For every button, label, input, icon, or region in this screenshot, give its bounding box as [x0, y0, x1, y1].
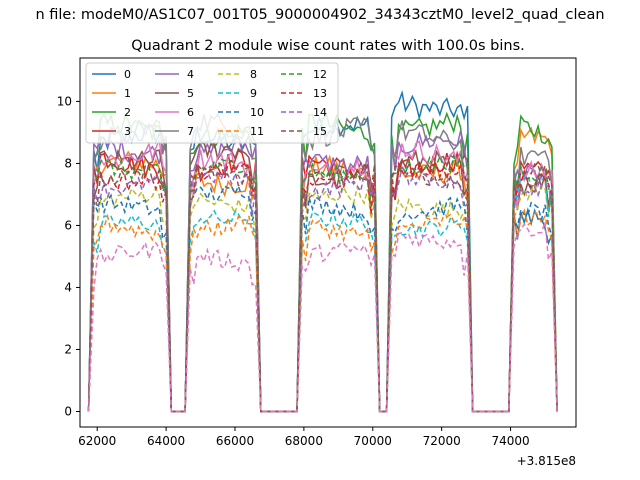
legend-label: 7	[187, 125, 194, 138]
plot-series-group	[87, 90, 558, 413]
chart-title: Quadrant 2 module wise count rates with …	[131, 38, 525, 54]
series-line-14	[87, 165, 558, 413]
series-line-10	[87, 184, 558, 413]
legend-label: 2	[124, 106, 131, 119]
x-axis-offset-label: +3.815e8	[517, 454, 576, 468]
legend-label: 10	[250, 106, 264, 119]
x-tick-label: 64000	[147, 434, 185, 448]
legend-label: 15	[313, 125, 327, 138]
series-line-6	[87, 137, 558, 413]
legend-label: 13	[313, 87, 327, 100]
legend-label: 14	[313, 106, 327, 119]
y-tick-label: 6	[64, 218, 72, 232]
series-line-15	[87, 162, 558, 413]
y-tick-label: 2	[64, 342, 72, 356]
y-tick-label: 10	[57, 94, 72, 108]
x-tick-label: 70000	[354, 434, 392, 448]
legend-label: 6	[187, 106, 194, 119]
series-line-11	[87, 208, 558, 413]
series-line-unlabeled	[87, 221, 558, 413]
y-tick-label: 8	[64, 156, 72, 170]
plot-frame	[79, 57, 577, 428]
x-tick-label: 72000	[423, 434, 461, 448]
x-axis: 62000 64000 66000 68000 70000 72000 74000	[78, 427, 530, 448]
legend-label: 1	[124, 87, 131, 100]
legend-label: 5	[187, 87, 194, 100]
y-axis: 0 2 4 6 8 10	[57, 94, 80, 418]
legend-label: 3	[124, 125, 131, 138]
legend-label: 12	[313, 68, 327, 81]
y-tick-label: 0	[64, 404, 72, 418]
legend-label: 0	[124, 68, 131, 81]
x-tick-label: 66000	[216, 434, 254, 448]
x-tick-label: 68000	[285, 434, 323, 448]
legend-label: 8	[250, 68, 257, 81]
x-tick-label: 62000	[78, 434, 116, 448]
legend-frame	[85, 62, 339, 144]
y-tick-label: 4	[64, 280, 72, 294]
figure-suptitle: n file: modeM0/AS1C07_001T05_9000004902_…	[35, 7, 605, 23]
series-line-8	[87, 183, 558, 413]
series-line-9	[87, 174, 558, 413]
legend-label: 4	[187, 68, 194, 81]
x-tick-label: 74000	[491, 434, 529, 448]
series-line-13	[87, 159, 558, 413]
series-line-2	[87, 111, 558, 413]
legend-label: 9	[250, 87, 257, 100]
legend-label: 11	[250, 125, 264, 138]
